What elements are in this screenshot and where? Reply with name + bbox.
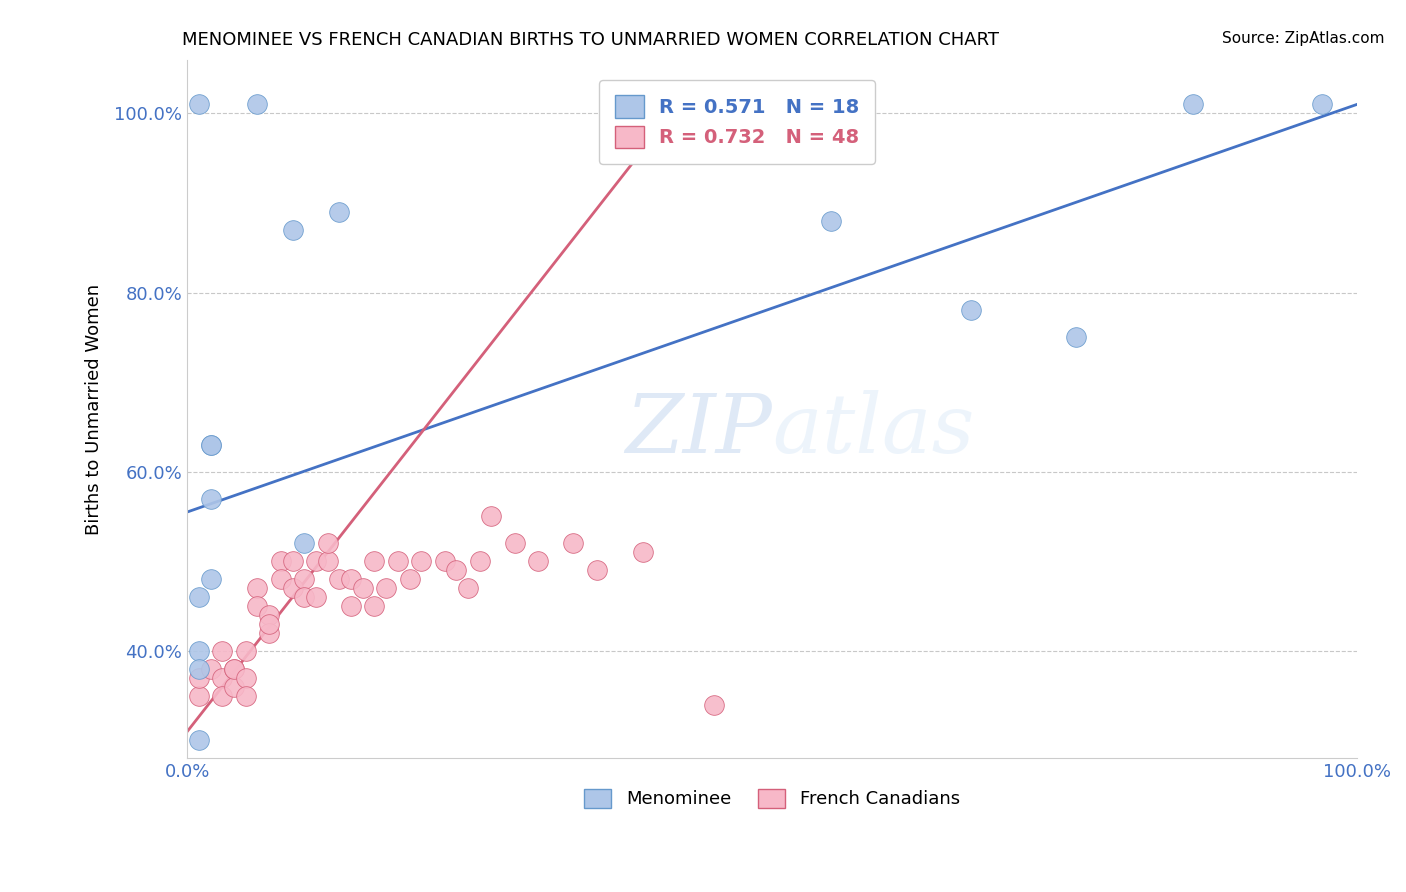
- Point: [340, 599, 363, 613]
- Point: [200, 572, 222, 586]
- Point: [316, 536, 339, 550]
- Point: [222, 680, 245, 694]
- Legend: Menominee, French Canadians: Menominee, French Canadians: [576, 782, 967, 815]
- Point: [200, 438, 222, 452]
- Point: [211, 671, 233, 685]
- Point: [820, 214, 842, 228]
- Point: [503, 536, 526, 550]
- Point: [270, 572, 292, 586]
- Point: [960, 303, 983, 318]
- Point: [562, 536, 585, 550]
- Point: [222, 662, 245, 676]
- Point: [257, 626, 280, 640]
- Point: [633, 545, 655, 559]
- Point: [292, 536, 315, 550]
- Point: [305, 554, 328, 568]
- Point: [246, 599, 269, 613]
- Point: [411, 554, 433, 568]
- Point: [281, 223, 304, 237]
- Point: [270, 554, 292, 568]
- Point: [257, 607, 280, 622]
- Point: [328, 572, 350, 586]
- Point: [363, 599, 385, 613]
- Point: [188, 97, 211, 112]
- Point: [363, 554, 385, 568]
- Point: [292, 572, 315, 586]
- Point: [457, 581, 479, 595]
- Point: [188, 689, 211, 703]
- Point: [446, 563, 468, 577]
- Point: [235, 644, 257, 658]
- Point: [340, 572, 363, 586]
- Point: [1182, 97, 1205, 112]
- Point: [305, 590, 328, 604]
- Point: [292, 590, 315, 604]
- Point: [585, 563, 607, 577]
- Point: [188, 662, 211, 676]
- Point: [387, 554, 409, 568]
- Y-axis label: Births to Unmarried Women: Births to Unmarried Women: [86, 284, 103, 534]
- Point: [281, 581, 304, 595]
- Point: [222, 662, 245, 676]
- Point: [468, 554, 491, 568]
- Point: [1064, 330, 1087, 344]
- Point: [200, 662, 222, 676]
- Point: [188, 671, 211, 685]
- Point: [188, 590, 211, 604]
- Point: [246, 581, 269, 595]
- Point: [527, 554, 550, 568]
- Point: [316, 554, 339, 568]
- Point: [1310, 97, 1333, 112]
- Point: [211, 689, 233, 703]
- Point: [246, 97, 269, 112]
- Point: [188, 644, 211, 658]
- Point: [433, 554, 456, 568]
- Text: atlas: atlas: [772, 390, 974, 470]
- Point: [235, 671, 257, 685]
- Point: [235, 689, 257, 703]
- Point: [352, 581, 374, 595]
- Point: [200, 491, 222, 506]
- Point: [257, 617, 280, 632]
- Text: MENOMINEE VS FRENCH CANADIAN BIRTHS TO UNMARRIED WOMEN CORRELATION CHART: MENOMINEE VS FRENCH CANADIAN BIRTHS TO U…: [181, 31, 1000, 49]
- Point: [211, 644, 233, 658]
- Point: [481, 509, 503, 524]
- Text: ZIP: ZIP: [626, 390, 772, 470]
- Point: [398, 572, 420, 586]
- Point: [328, 205, 350, 219]
- Point: [281, 554, 304, 568]
- Point: [188, 733, 211, 747]
- Text: Source: ZipAtlas.com: Source: ZipAtlas.com: [1222, 31, 1385, 46]
- Point: [375, 581, 398, 595]
- Point: [200, 438, 222, 452]
- Point: [703, 698, 725, 712]
